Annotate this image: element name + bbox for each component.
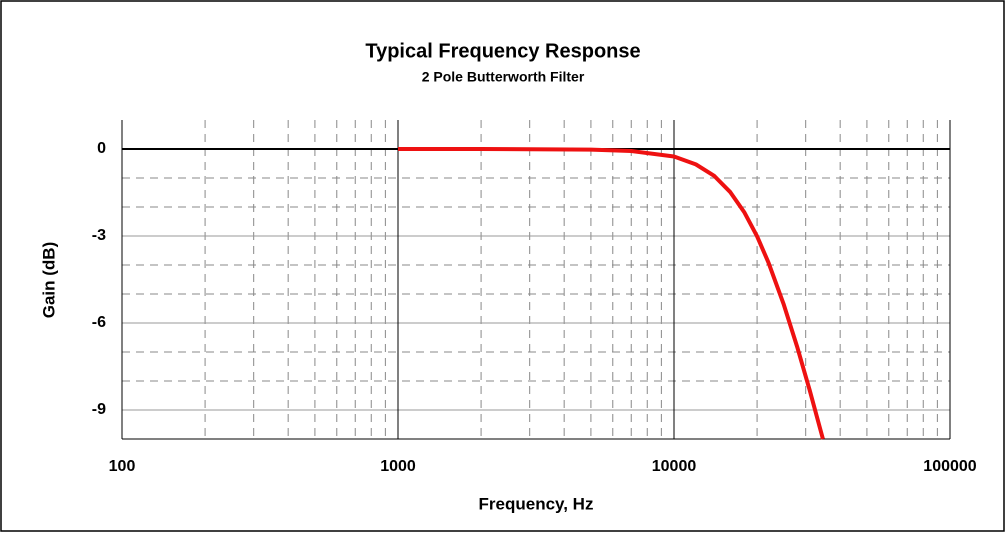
x-tick-label: 1000 [380,458,416,475]
x-tick-label: 10000 [652,458,697,475]
data-line [398,147,825,440]
x-tick-label: 100000 [923,458,976,475]
y-tick-label: -6 [92,314,106,331]
y-tick-label: 0 [97,140,106,157]
y-tick-label: -3 [92,227,106,244]
y-axis-label: Gain (dB) [39,242,58,319]
x-axis-label: Frequency, Hz [479,494,594,513]
chart-subtitle: 2 Pole Butterworth Filter [422,69,585,85]
y-tick-label: -9 [92,401,106,418]
x-tick-label: 100 [109,458,136,475]
chart-title: Typical Frequency Response [365,40,640,62]
